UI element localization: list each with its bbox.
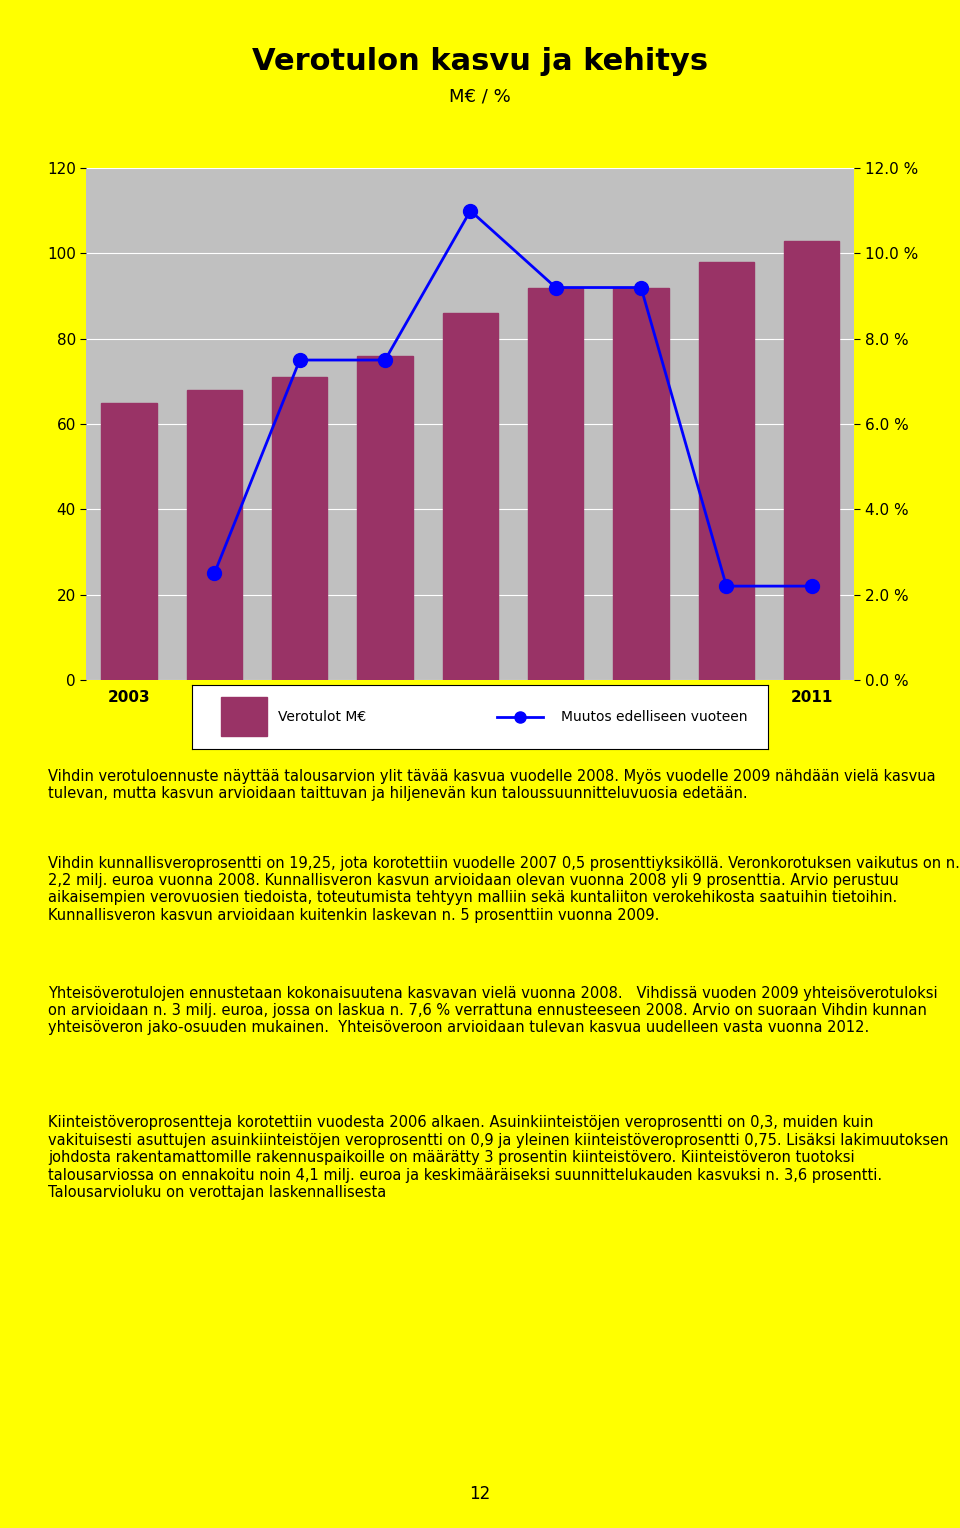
Bar xyxy=(613,287,669,680)
Bar xyxy=(221,697,267,736)
Text: Yhteisöverotulojen ennustetaan kokonaisuutena kasvavan vielä vuonna 2008.   Vihd: Yhteisöverotulojen ennustetaan kokonaisu… xyxy=(48,986,938,1036)
Bar xyxy=(699,261,755,680)
Bar xyxy=(102,403,156,680)
Text: 12: 12 xyxy=(469,1485,491,1504)
Bar xyxy=(784,240,839,680)
Text: Vihdin verotuloennuste näyttää talousarvion ylit tävää kasvua vuodelle 2008. Myö: Vihdin verotuloennuste näyttää talousarv… xyxy=(48,769,936,801)
Text: M€ / %: M€ / % xyxy=(449,87,511,105)
Bar xyxy=(528,287,584,680)
Bar xyxy=(272,377,327,680)
Text: Vihdin kunnallisveroprosentti on 19,25, jota korotettiin vuodelle 2007 0,5 prose: Vihdin kunnallisveroprosentti on 19,25, … xyxy=(48,856,960,923)
Text: Kiinteistöveroprosentteja korotettiin vuodesta 2006 alkaen. Asuinkiinteistöjen v: Kiinteistöveroprosentteja korotettiin vu… xyxy=(48,1115,948,1199)
Bar xyxy=(357,356,413,680)
Bar xyxy=(443,313,498,680)
Text: Muutos edelliseen vuoteen: Muutos edelliseen vuoteen xyxy=(561,709,747,724)
Bar xyxy=(186,390,242,680)
Text: Verotulon kasvu ja kehitys: Verotulon kasvu ja kehitys xyxy=(252,47,708,75)
Text: Verotulot M€: Verotulot M€ xyxy=(278,709,367,724)
